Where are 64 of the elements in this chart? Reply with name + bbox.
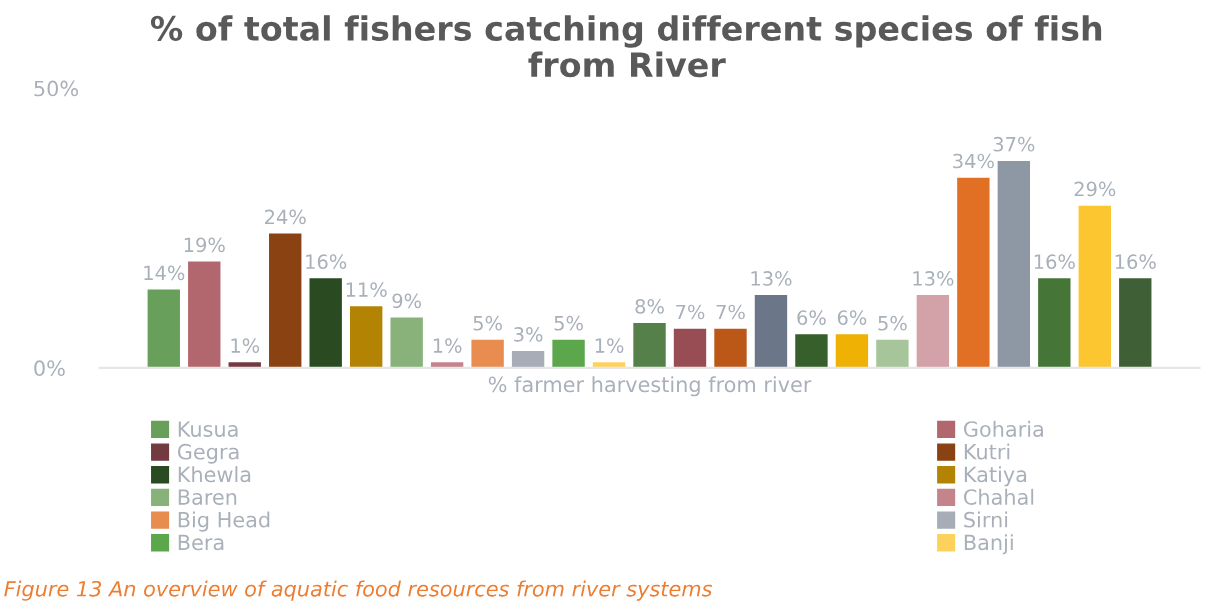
bar bbox=[795, 334, 828, 368]
data-label: 11% bbox=[346, 282, 387, 297]
bar bbox=[511, 351, 545, 368]
data-label: 34% bbox=[953, 153, 994, 169]
data-label: 16% bbox=[1115, 254, 1156, 270]
data-label: 14% bbox=[144, 265, 185, 281]
bar bbox=[957, 177, 990, 368]
data-label: 19% bbox=[184, 237, 225, 253]
legend-label: Kusua bbox=[178, 421, 238, 437]
data-label: 16% bbox=[1034, 254, 1075, 270]
data-label: 5% bbox=[473, 315, 502, 331]
legend-label: Bera bbox=[178, 534, 224, 551]
data-label: 8% bbox=[635, 299, 664, 314]
caption: Figure 13 An overview of aquatic food resources from river systems bbox=[4, 580, 713, 601]
bar bbox=[754, 295, 788, 368]
bar bbox=[471, 339, 504, 368]
x-tick-label: % farmer harvesting from river bbox=[488, 376, 812, 397]
legend-label: Baren bbox=[178, 489, 237, 505]
y-tick-label: 50% bbox=[34, 80, 79, 97]
data-label: 1% bbox=[595, 338, 624, 353]
bar bbox=[552, 339, 585, 368]
legend-label: Gegra bbox=[177, 443, 239, 464]
data-label: 13% bbox=[913, 271, 954, 286]
data-label: 3% bbox=[514, 327, 543, 342]
legend-label: Banji bbox=[964, 534, 1013, 555]
bar bbox=[349, 306, 383, 368]
bar bbox=[916, 295, 950, 368]
bar bbox=[390, 317, 423, 368]
legend-label: Sirni bbox=[964, 511, 1008, 528]
legend-label: Katiya bbox=[964, 466, 1027, 487]
legend-label: Chahal bbox=[963, 488, 1034, 505]
data-label: 13% bbox=[751, 271, 792, 286]
data-label: 6% bbox=[797, 310, 826, 325]
data-label: 24% bbox=[265, 209, 306, 225]
data-label: 5% bbox=[554, 315, 583, 331]
data-label: 7% bbox=[676, 304, 705, 320]
bar bbox=[835, 334, 869, 368]
bar bbox=[188, 261, 221, 368]
bar bbox=[309, 278, 342, 368]
bar bbox=[633, 323, 666, 368]
bar bbox=[1038, 278, 1071, 368]
data-label: 16% bbox=[306, 254, 347, 270]
bar bbox=[997, 160, 1031, 368]
data-label: 1% bbox=[231, 338, 260, 353]
data-label: 9% bbox=[392, 293, 422, 309]
data-label: 29% bbox=[1074, 181, 1116, 197]
y-tick-label: 0% bbox=[34, 360, 65, 377]
legend-label: Big Head bbox=[178, 511, 270, 532]
bar bbox=[1078, 205, 1111, 368]
data-label: 37% bbox=[993, 136, 1035, 152]
bar bbox=[714, 328, 747, 368]
data-label: 6% bbox=[837, 310, 867, 325]
data-label: 5% bbox=[878, 315, 907, 331]
bar bbox=[1119, 278, 1152, 368]
data-label: 7% bbox=[716, 304, 745, 320]
bar bbox=[147, 289, 180, 368]
data-label: 1% bbox=[433, 338, 462, 353]
chart-title: % of total fishers catching different species of fish from River bbox=[150, 15, 1102, 78]
bar bbox=[269, 233, 302, 368]
bar bbox=[673, 328, 707, 368]
legend-label: Goharia bbox=[963, 420, 1043, 437]
legend-label: Khewla bbox=[178, 466, 251, 483]
legend-label: Kutri bbox=[964, 443, 1010, 460]
bar bbox=[876, 339, 909, 368]
